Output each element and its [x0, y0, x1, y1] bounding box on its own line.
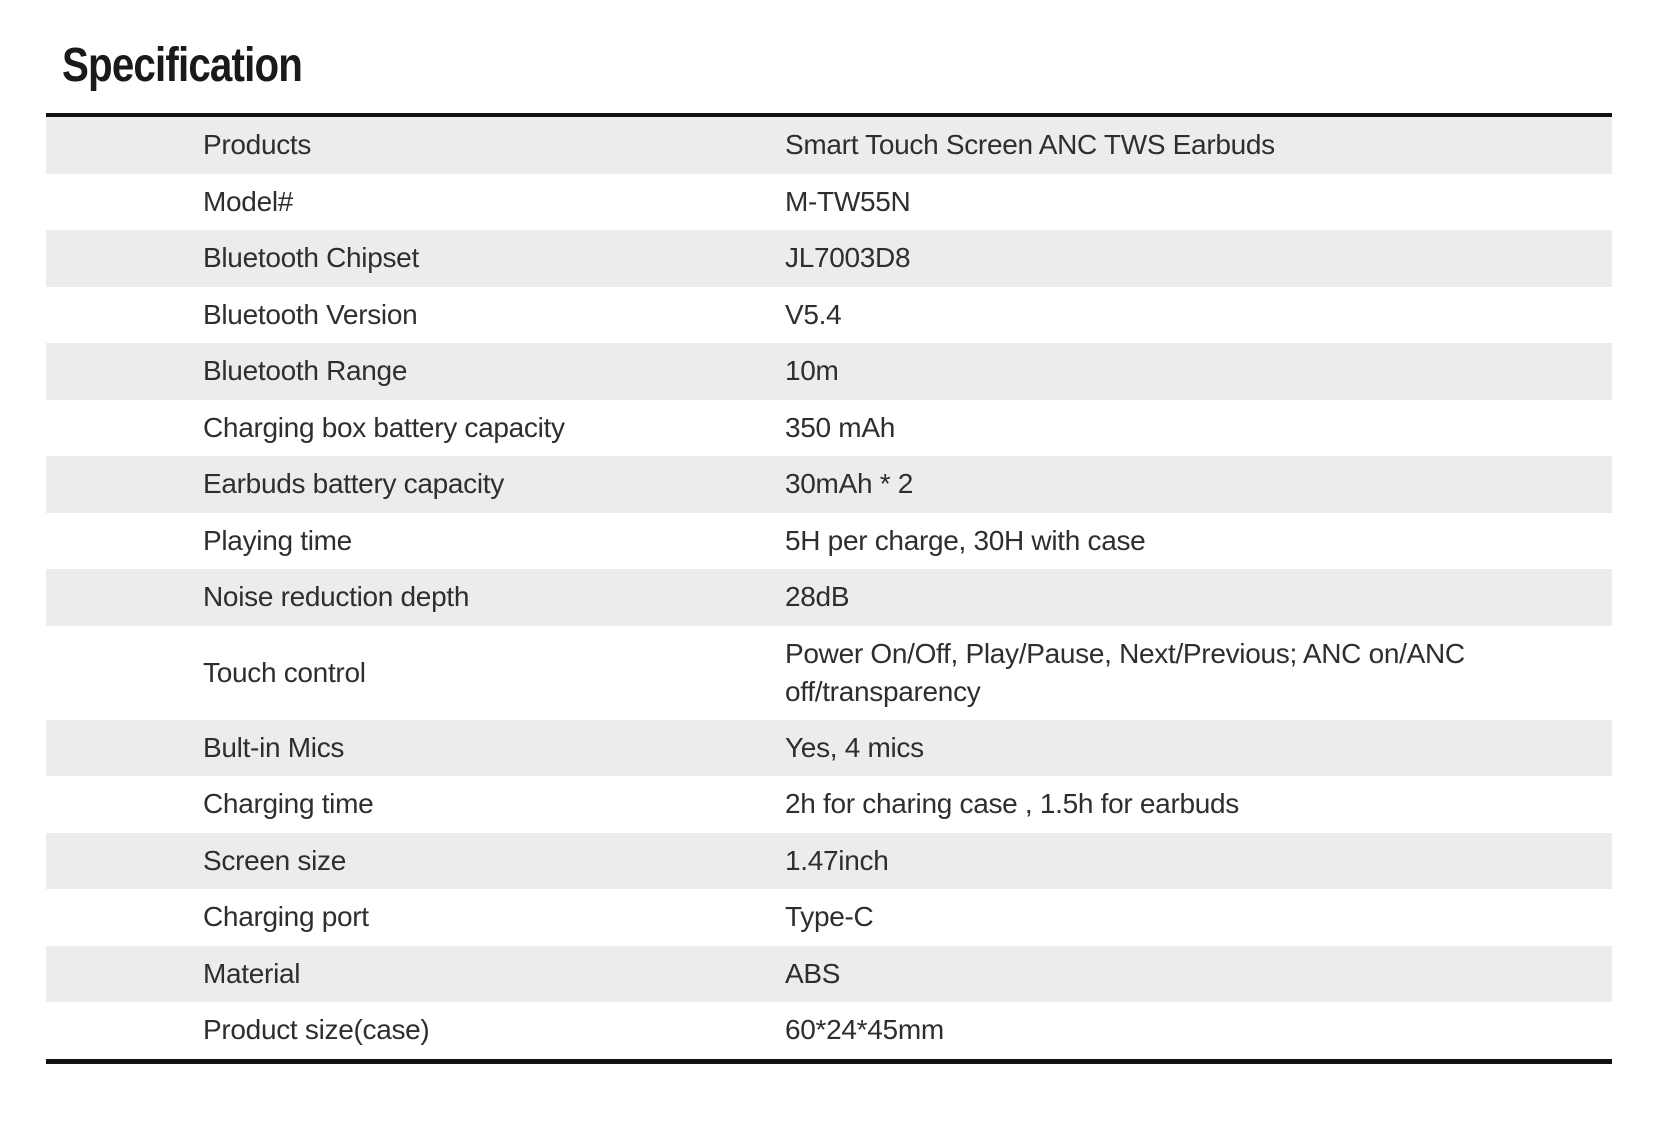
spec-label: Bluetooth Version	[203, 298, 418, 330]
table-row: Charging time 2h for charing case , 1.5h…	[46, 776, 1612, 833]
table-row: Material ABS	[46, 945, 1612, 1002]
table-row: Bult-in Mics Yes, 4 mics	[46, 719, 1612, 776]
spec-label: Material	[203, 957, 301, 989]
table-row: Product size(case) 60*24*45mm	[46, 1002, 1612, 1059]
spec-label: Charging box battery capacity	[203, 411, 565, 443]
spec-value: 5H per charge, 30H with case	[785, 524, 1146, 556]
table-row: Products Smart Touch Screen ANC TWS Earb…	[46, 117, 1612, 174]
table-row: Model# M-TW55N	[46, 174, 1612, 231]
spec-value: M-TW55N	[785, 185, 911, 217]
spec-value: 10m	[785, 355, 839, 387]
spec-label: Noise reduction depth	[203, 581, 470, 613]
spec-value: 2h for charing case , 1.5h for earbuds	[785, 788, 1239, 820]
spec-label: Earbuds battery capacity	[203, 468, 504, 500]
table-row: Charging port Type-C	[46, 889, 1612, 946]
spec-value: Yes, 4 mics	[785, 731, 924, 763]
spec-value: Power On/Off, Play/Pause, Next/Previous;…	[785, 637, 1465, 707]
spec-value: 30mAh * 2	[785, 468, 914, 500]
spec-value: V5.4	[785, 298, 842, 330]
table-row: Charging box battery capacity 350 mAh	[46, 400, 1612, 457]
spec-label: Touch control	[203, 656, 366, 688]
spec-value: 60*24*45mm	[785, 1014, 944, 1046]
specification-table: Products Smart Touch Screen ANC TWS Earb…	[46, 113, 1612, 1064]
table-row: Bluetooth Version V5.4	[46, 287, 1612, 344]
spec-label: Charging time	[203, 788, 374, 820]
table-row: Noise reduction depth 28dB	[46, 569, 1612, 626]
table-row: Bluetooth Range 10m	[46, 343, 1612, 400]
spec-label: Model#	[203, 185, 294, 217]
page-title: Specification	[62, 39, 303, 92]
table-row: Bluetooth Chipset JL7003D8	[46, 230, 1612, 287]
spec-value: ABS	[785, 957, 841, 989]
spec-value: 350 mAh	[785, 411, 895, 443]
spec-value: JL7003D8	[785, 242, 911, 274]
spec-value: Smart Touch Screen ANC TWS Earbuds	[785, 129, 1275, 161]
table-row: Screen size 1.47inch	[46, 832, 1612, 889]
spec-label: Bult-in Mics	[203, 731, 345, 763]
spec-label: Products	[203, 129, 312, 161]
spec-label: Screen size	[203, 844, 346, 876]
spec-value: Type-C	[785, 901, 874, 933]
spec-label: Charging port	[203, 901, 369, 933]
spec-label: Bluetooth Range	[203, 355, 408, 387]
table-row: Earbuds battery capacity 30mAh * 2	[46, 456, 1612, 513]
spec-value: 1.47inch	[785, 844, 889, 876]
table-row: Playing time 5H per charge, 30H with cas…	[46, 513, 1612, 570]
spec-label: Product size(case)	[203, 1014, 430, 1046]
spec-label: Playing time	[203, 524, 352, 556]
spec-value: 28dB	[785, 581, 850, 613]
spec-label: Bluetooth Chipset	[203, 242, 419, 274]
table-row: Touch control Power On/Off, Play/Pause, …	[46, 626, 1612, 720]
